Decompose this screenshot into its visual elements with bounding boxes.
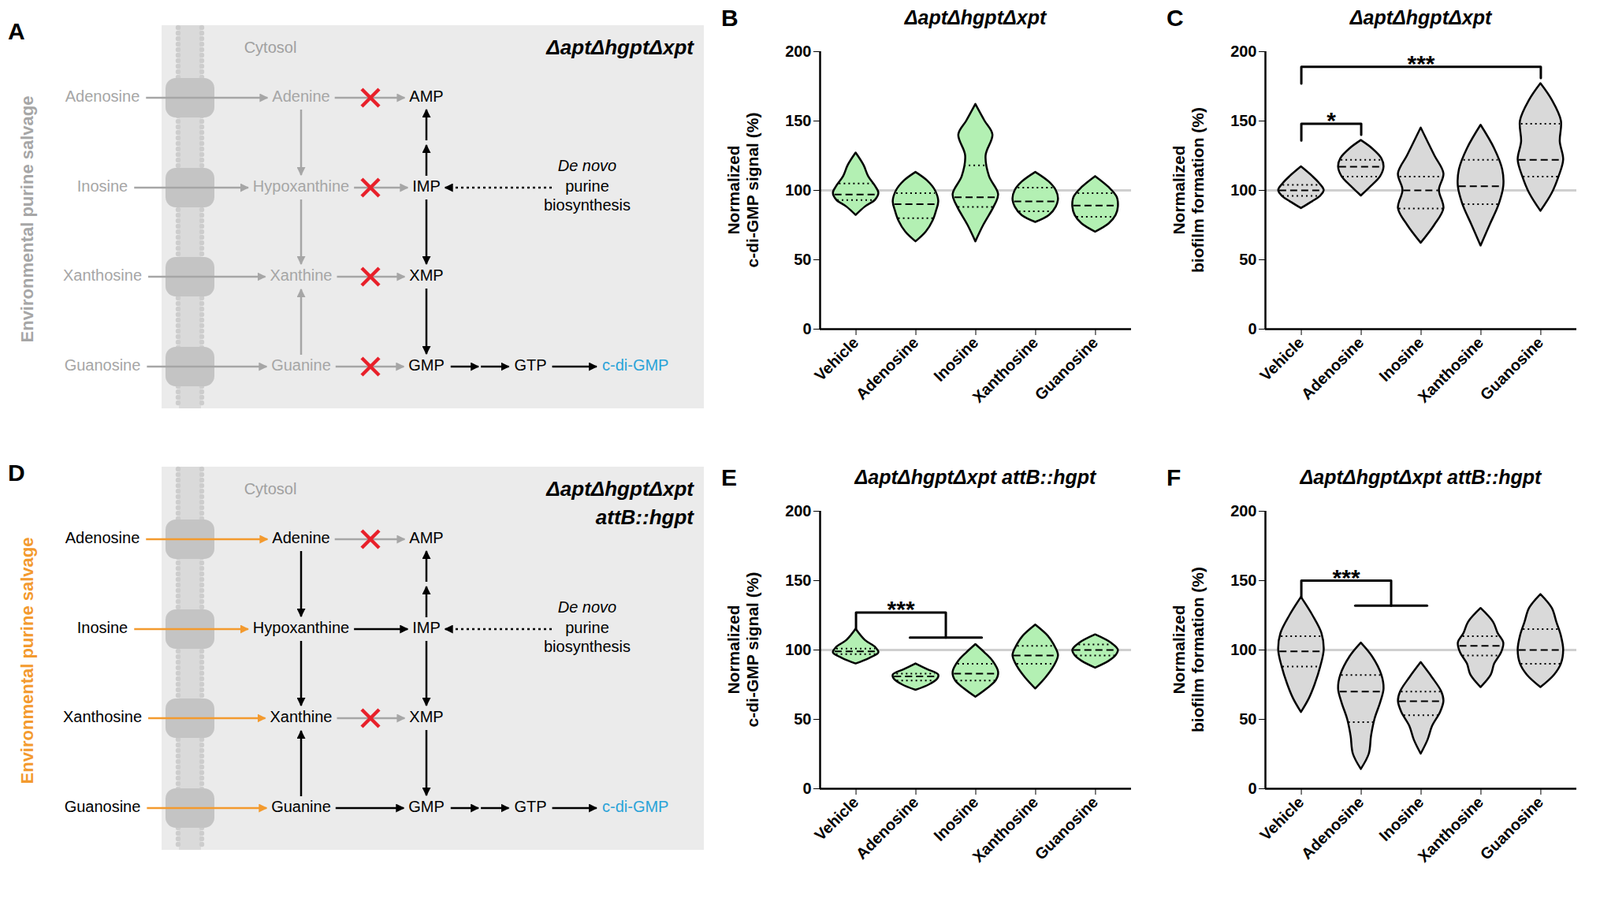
html-text:F: F [1166, 464, 1181, 491]
svg-text:ΔaptΔhgptΔxpt: ΔaptΔhgptΔxpt [545, 35, 695, 60]
svg-text:Guanine: Guanine [271, 356, 332, 374]
svg-text:Adenosine: Adenosine [852, 333, 923, 403]
svg-text:***: *** [1332, 564, 1361, 591]
svg-text:Adenine: Adenine [271, 87, 330, 105]
svg-text:200: 200 [785, 502, 812, 520]
svg-text:Adenosine: Adenosine [1298, 333, 1368, 403]
html-text:ΔaptΔhgptΔxpt attB::hgpt: ΔaptΔhgptΔxpt attB::hgpt [1300, 465, 1542, 488]
svg-text:purine: purine [565, 618, 610, 637]
svg-text:Xanthosine: Xanthosine [969, 333, 1042, 406]
svg-text:XMP: XMP [409, 266, 443, 284]
svg-text:GTP: GTP [513, 797, 547, 815]
svg-text:50: 50 [1239, 710, 1257, 728]
svg-text:AMP: AMP [409, 528, 443, 547]
svg-text:50: 50 [793, 710, 812, 728]
svg-text:Vehicle: Vehicle [1256, 792, 1307, 844]
svg-text:Inosine: Inosine [930, 333, 982, 385]
svg-text:biosynthesis: biosynthesis [543, 637, 631, 655]
svg-text:0: 0 [802, 779, 812, 797]
svg-text:Inosine: Inosine [1375, 333, 1427, 385]
svg-text:Environmental purine salvage: Environmental purine salvage [17, 537, 38, 785]
svg-text:150: 150 [1230, 571, 1257, 589]
svg-text:Inosine: Inosine [77, 618, 129, 637]
html-text:ΔaptΔhgptΔxpt attB::hgpt: ΔaptΔhgptΔxpt attB::hgpt [854, 465, 1096, 488]
svg-text:biosynthesis: biosynthesis [543, 196, 631, 214]
svg-text:50: 50 [793, 250, 812, 268]
svg-text:c-di-GMP: c-di-GMP [602, 797, 669, 815]
svg-text:GMP: GMP [408, 797, 445, 815]
svg-text:Xanthosine: Xanthosine [1414, 792, 1488, 866]
svg-text:Adenosine: Adenosine [65, 87, 141, 105]
svg-text:0: 0 [1247, 320, 1257, 338]
svg-text:A: A [7, 18, 26, 45]
svg-text:150: 150 [785, 111, 812, 130]
svg-text:Adenine: Adenine [271, 528, 330, 547]
html-text:Normalized biofilm formation (: Normalized biofilm formation (%) [1169, 566, 1207, 733]
svg-text:100: 100 [1230, 181, 1257, 199]
html-text:C: C [1166, 4, 1184, 31]
html-text:Normalized biofilm formation (: Normalized biofilm formation (%) [1169, 107, 1207, 273]
html-text:ΔaptΔhgptΔxpt: ΔaptΔhgptΔxpt [1349, 6, 1492, 29]
svg-text:Xanthosine: Xanthosine [63, 707, 142, 726]
svg-text:Guanosine: Guanosine [1031, 333, 1102, 404]
svg-text:Guanosine: Guanosine [1477, 792, 1548, 864]
svg-text:100: 100 [1230, 640, 1257, 659]
svg-text:Xanthine: Xanthine [270, 707, 333, 726]
svg-text:De novo: De novo [558, 598, 618, 616]
svg-text:De novo: De novo [558, 156, 618, 175]
html-text:ΔaptΔhgptΔxpt: ΔaptΔhgptΔxpt [904, 6, 1047, 29]
svg-text:Xanthosine: Xanthosine [969, 792, 1042, 866]
svg-text:Vehicle: Vehicle [811, 333, 862, 384]
svg-text:Hypoxanthine: Hypoxanthine [253, 618, 350, 637]
svg-text:100: 100 [785, 181, 812, 199]
svg-text:purine: purine [565, 177, 610, 195]
svg-text:D: D [7, 459, 26, 486]
svg-text:Adenosine: Adenosine [65, 528, 141, 547]
svg-text:150: 150 [1230, 111, 1257, 130]
svg-text:***: *** [1406, 50, 1435, 77]
svg-text:Inosine: Inosine [77, 177, 129, 195]
svg-text:Guanosine: Guanosine [64, 797, 142, 815]
svg-text:attB::hgpt: attB::hgpt [595, 505, 696, 529]
svg-text:Xanthosine: Xanthosine [1414, 333, 1488, 406]
svg-text:100: 100 [785, 640, 812, 659]
svg-text:AMP: AMP [409, 87, 443, 105]
svg-text:Adenosine: Adenosine [1298, 792, 1368, 863]
svg-text:0: 0 [802, 320, 812, 338]
svg-text:Cytosol: Cytosol [244, 480, 298, 498]
svg-text:Vehicle: Vehicle [1256, 333, 1307, 384]
svg-text:XMP: XMP [409, 707, 443, 726]
svg-text:Hypoxanthine: Hypoxanthine [253, 177, 350, 195]
html-text:Normalized c-di-GMP signal (%): Normalized c-di-GMP signal (%) [724, 571, 762, 728]
svg-text:Guanosine: Guanosine [1031, 792, 1102, 864]
svg-text:GTP: GTP [513, 356, 547, 374]
svg-text:Guanine: Guanine [271, 797, 332, 815]
svg-text:IMP: IMP [412, 177, 441, 195]
svg-text:Vehicle: Vehicle [811, 792, 862, 844]
html-text:Normalized c-di-GMP signal (%): Normalized c-di-GMP signal (%) [724, 112, 762, 268]
svg-text:200: 200 [1230, 42, 1257, 60]
svg-text:Inosine: Inosine [930, 792, 982, 845]
svg-text:***: *** [887, 595, 916, 622]
svg-text:Xanthosine: Xanthosine [63, 266, 142, 284]
svg-text:Environmental purine salvage: Environmental purine salvage [17, 96, 38, 343]
html-text:E: E [721, 464, 737, 491]
svg-text:50: 50 [1239, 250, 1257, 268]
svg-text:200: 200 [785, 42, 812, 60]
svg-text:GMP: GMP [408, 356, 445, 374]
svg-text:0: 0 [1247, 779, 1257, 797]
svg-text:200: 200 [1230, 502, 1257, 520]
svg-text:Xanthine: Xanthine [270, 266, 333, 284]
html-text:B: B [721, 4, 739, 31]
svg-text:IMP: IMP [412, 618, 441, 637]
svg-text:Cytosol: Cytosol [244, 38, 298, 56]
svg-text:ΔaptΔhgptΔxpt: ΔaptΔhgptΔxpt [545, 476, 695, 501]
svg-text:Guanosine: Guanosine [1477, 333, 1548, 404]
svg-text:c-di-GMP: c-di-GMP [602, 356, 669, 374]
svg-text:150: 150 [785, 571, 812, 589]
svg-text:Guanosine: Guanosine [64, 356, 142, 374]
svg-text:*: * [1326, 107, 1336, 134]
svg-text:Adenosine: Adenosine [852, 792, 923, 863]
svg-text:Inosine: Inosine [1375, 792, 1427, 845]
